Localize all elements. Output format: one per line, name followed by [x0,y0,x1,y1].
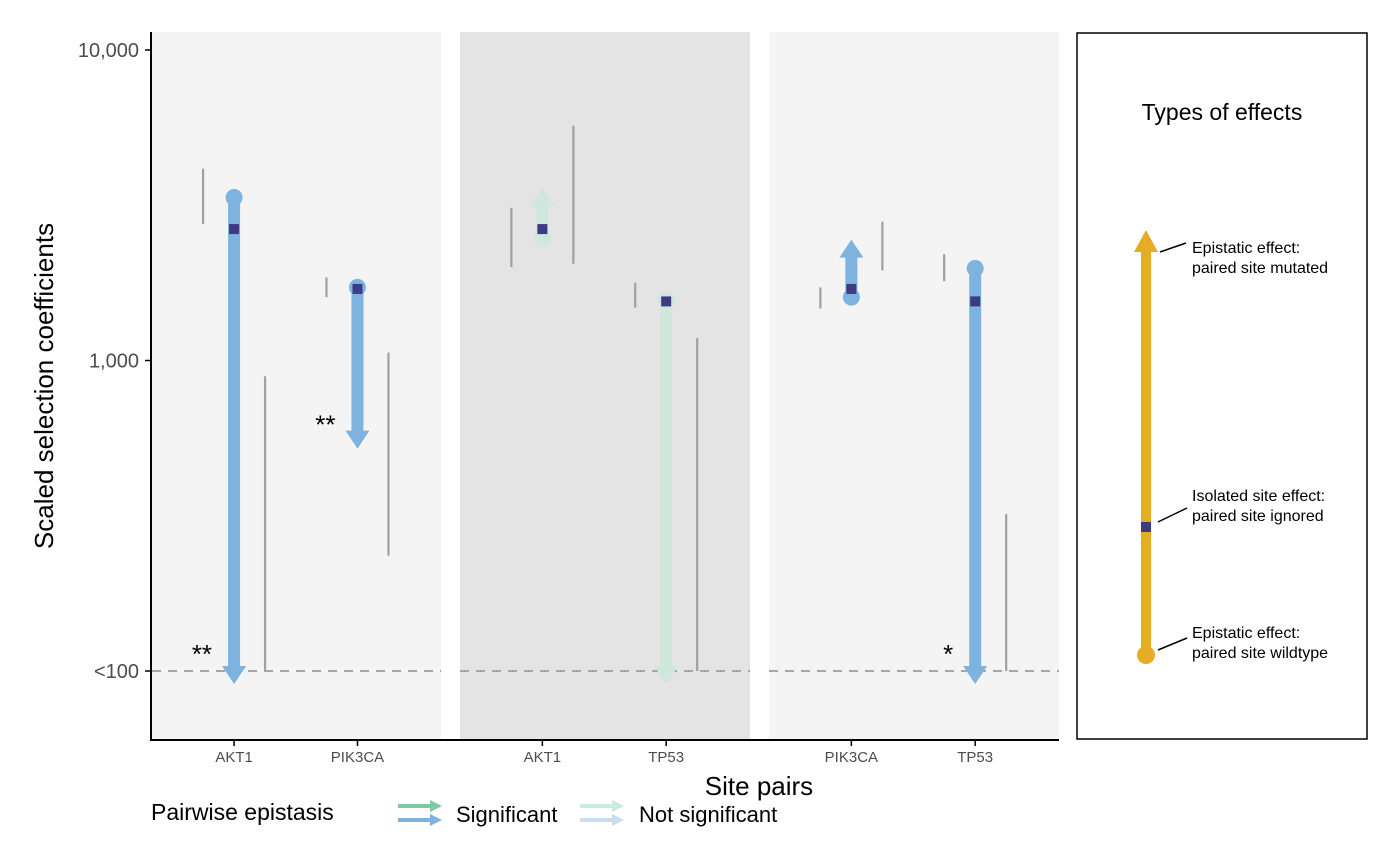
effect-types-explainer: Types of effects Epistatic effect: paire… [1076,32,1368,740]
legend-arrow-head [612,814,624,826]
significance-star: ** [192,639,212,669]
isolated-point [661,296,672,307]
isolated-point [846,283,857,294]
y-axis-title: Scaled selection coefficients [29,223,59,549]
legend-key-significant [398,800,442,826]
significance-star: ** [315,410,335,440]
significance-stars: ***** [192,410,953,669]
isolated-point [970,296,981,307]
explainer-head [1134,230,1158,252]
panel-3 [769,32,1059,740]
arrow-head [654,666,679,684]
wildtype-point [225,188,243,206]
arrow-head [839,239,864,258]
isolated-point [537,224,548,235]
x-tick-label: TP53 [648,749,684,766]
callout-isolated-line1: Isolated site effect: [1192,488,1325,505]
legend-arrow-head [612,800,624,812]
arrow-head [963,666,988,684]
legend-arrow-head [430,814,442,826]
callout-wildtype-line2: paired site wildtype [1192,645,1328,662]
panel-1 [152,32,441,740]
legend-label-not-significant: Not significant [639,802,777,827]
callout-mutated-line2: paired site mutated [1192,260,1328,277]
isolated-point [352,283,363,294]
callout-line-mutated [1159,242,1187,253]
interval-lines [201,125,1008,671]
arrow-head [530,187,555,206]
x-tick-label: TP53 [957,749,993,766]
y-tick-label: <100 [94,661,139,683]
significance-star: * [943,639,953,669]
legend-arrow-head [430,800,442,812]
wildtype-point [966,259,984,277]
facet-panels [152,32,1059,740]
legend-key-not-significant [580,800,624,826]
explainer-wildtype-point [1137,646,1155,664]
callout-mutated-line1: Epistatic effect: [1192,240,1300,257]
callout-isolated-line2: paired site ignored [1192,508,1324,525]
y-axis-ticks: <100 1,000 10,000 [78,40,151,683]
explainer-box [1076,32,1368,740]
explainer-title: Types of effects [1142,99,1303,125]
x-tick-label: AKT1 [524,749,562,766]
callout-line-wildtype [1157,637,1188,651]
y-tick-label: 10,000 [78,40,139,62]
x-tick-label: PIK3CA [825,749,878,766]
explainer-arrow [1134,230,1158,664]
legend-title: Pairwise epistasis [151,799,334,825]
arrow-head [222,666,247,684]
x-axis-ticks: AKT1 PIK3CA AKT1 TP53 PIK3CA TP53 [215,740,993,766]
x-tick-label: AKT1 [215,749,253,766]
y-tick-label: 1,000 [89,351,139,373]
legend-label-significant: Significant [456,802,558,827]
panel-2 [460,32,750,740]
effect-arrows [222,187,988,684]
callout-line-isolated [1157,507,1188,523]
isolated-point [229,224,240,235]
effect-points [225,188,984,310]
callout-wildtype-line1: Epistatic effect: [1192,625,1300,642]
x-tick-label: PIK3CA [331,749,384,766]
arrow-head [345,430,370,449]
x-axis-title: Site pairs [705,771,813,801]
legend: Pairwise epistasis Significant Not signi… [151,799,777,827]
explainer-isolated-point [1141,522,1151,532]
